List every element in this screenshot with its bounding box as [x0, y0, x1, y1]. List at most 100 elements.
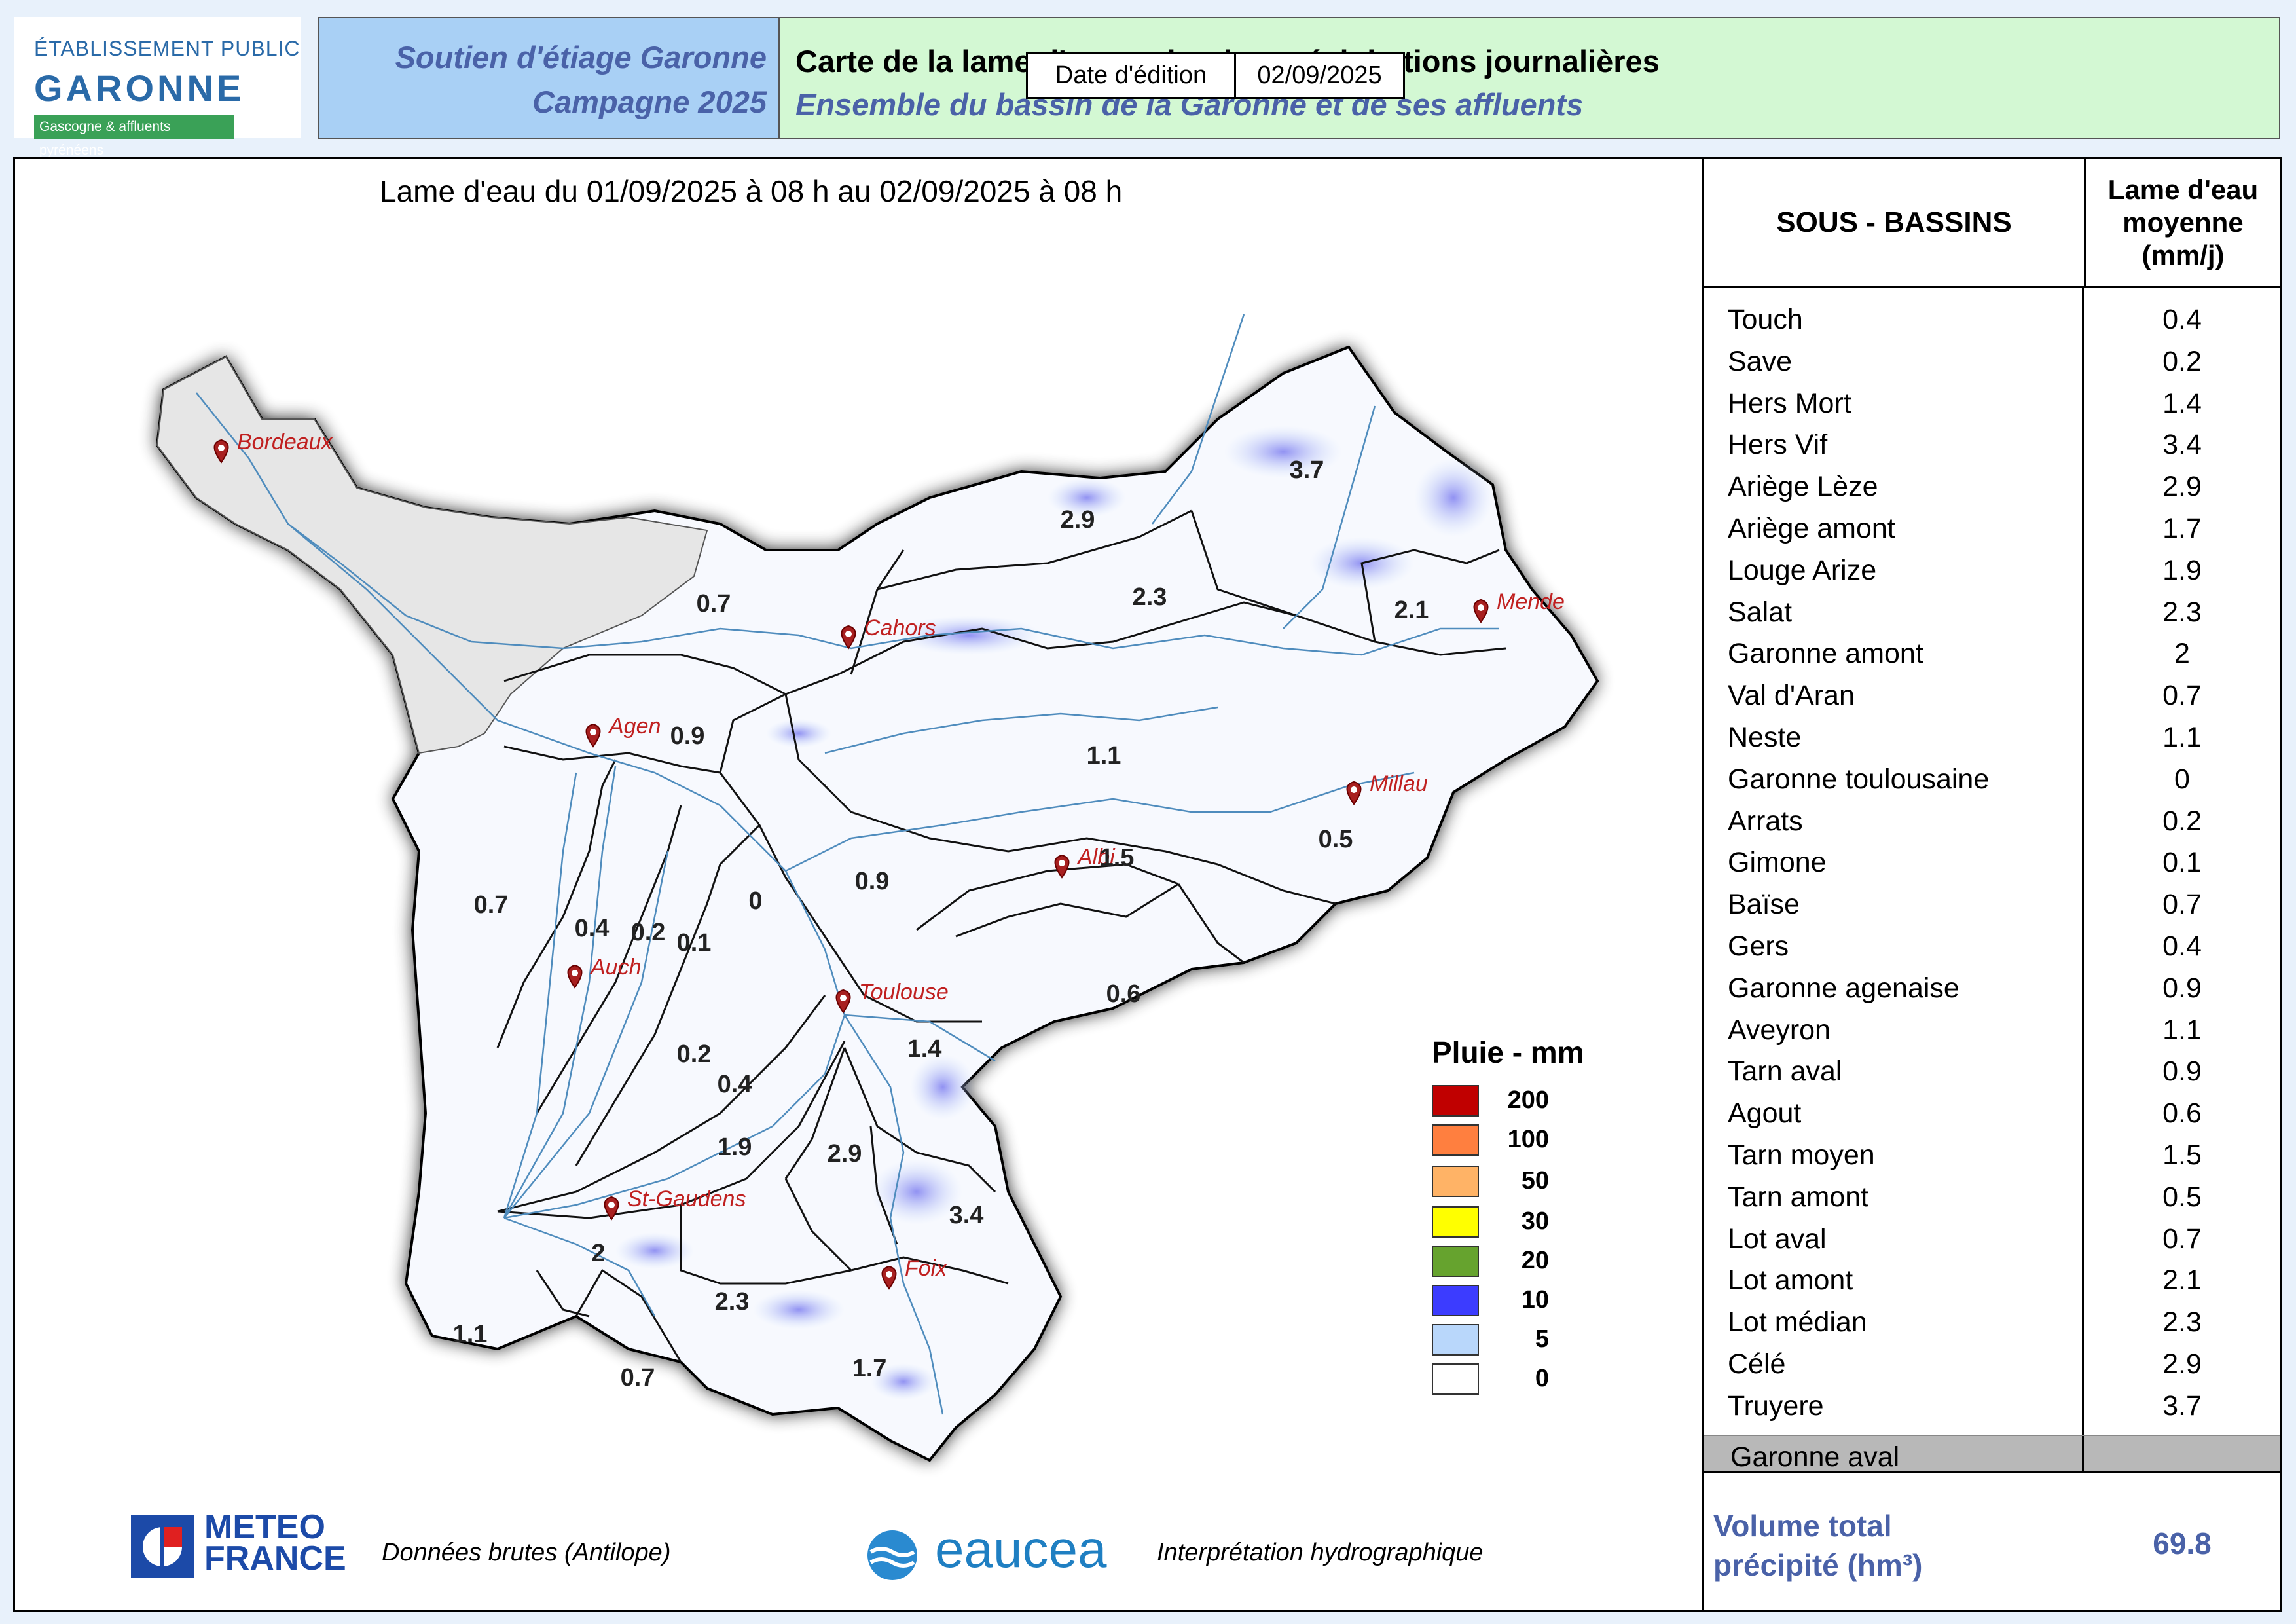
subbasin-name: Garonne toulousaine	[1728, 763, 1990, 795]
legend-swatch	[1432, 1085, 1479, 1116]
legend-label: 50	[1521, 1167, 1549, 1194]
basin-value-label: 3.7	[1290, 456, 1324, 484]
city-marker: Auch	[567, 955, 642, 989]
table-row: Aveyron 1.1	[1704, 1008, 2280, 1050]
table-row: Save 0.2	[1704, 339, 2280, 381]
logo-line2: GARONNE	[34, 67, 245, 109]
map-pin-dot	[886, 1271, 892, 1278]
table-row: Baïse 0.7	[1704, 882, 2280, 924]
table-row: Gimone 0.1	[1704, 840, 2280, 882]
volume-label: Volume total précipité (hm³)	[1713, 1506, 1922, 1585]
legend-swatch	[1432, 1324, 1479, 1356]
basin-value-label: 2.3	[1133, 583, 1167, 611]
subbasin-value: 1.7	[2162, 513, 2202, 544]
subbasin-name: Célé	[1728, 1348, 1786, 1380]
city-label: Agen	[608, 714, 661, 739]
city-label: Millau	[1370, 771, 1428, 796]
volume-label-line2: précipité (hm³)	[1713, 1548, 1923, 1582]
map-pin-dot	[840, 995, 847, 1001]
city-label: Mende	[1497, 589, 1565, 614]
basin-value-label: 0.9	[670, 722, 705, 750]
table-row: Tarn aval 0.9	[1704, 1049, 2280, 1091]
basin-value-label: 2.9	[828, 1140, 862, 1168]
mf-line1: METEO	[204, 1508, 325, 1546]
date-label: Date d'édition	[1028, 54, 1236, 97]
legend-label: 100	[1507, 1126, 1549, 1153]
table-row: Gers 0.4	[1704, 924, 2280, 966]
legend-swatch	[1432, 1124, 1479, 1156]
basin-value-label: 1.7	[852, 1355, 887, 1382]
sub-basin-boundaries	[496, 509, 1506, 1363]
city-label: Cahors	[864, 616, 936, 640]
legend-label: 10	[1521, 1286, 1549, 1314]
basin-value-labels: 3.72.92.3 2.10.70.91.10.51.50.900.70.4 0.2…	[453, 456, 1429, 1392]
legend-label: 30	[1521, 1208, 1549, 1235]
eaucea-logo-icon	[867, 1530, 917, 1580]
subbasin-name: Gimone	[1728, 847, 1827, 879]
basin-value-label: 1.1	[1087, 742, 1121, 769]
table-row: Truyere 3.7	[1704, 1384, 2280, 1426]
legend-label: 200	[1507, 1086, 1549, 1114]
table-row: Garonne toulousaine 0	[1704, 757, 2280, 799]
city-marker: Mende	[1473, 589, 1565, 623]
subbasin-value: 0.9	[2162, 1056, 2202, 1088]
map-pin-dot	[590, 729, 596, 735]
city-marker: Agen	[585, 714, 661, 748]
basin-value-label: 2	[591, 1240, 605, 1267]
table-row: Neste 1.1	[1704, 715, 2280, 757]
legend-label: 5	[1535, 1325, 1549, 1353]
subbasin-name: Gers	[1728, 931, 1789, 962]
table-row: Louge Arize 1.9	[1704, 548, 2280, 590]
table-row: Lot amont 2.1	[1704, 1258, 2280, 1300]
basin-value-label: 1.9	[718, 1134, 752, 1161]
sub-basin-table	[1702, 157, 2282, 1612]
table-row: Tarn moyen 1.5	[1704, 1133, 2280, 1175]
basin-value-label: 1.1	[453, 1321, 488, 1348]
subbasin-value: 3.7	[2162, 1390, 2202, 1422]
city-label: Bordeaux	[237, 430, 333, 454]
subbasin-name: Touch	[1728, 304, 1803, 335]
basin-value-label: 0.1	[677, 929, 712, 957]
table-row: Tarn amont 0.5	[1704, 1175, 2280, 1217]
city-marker: Toulouse	[835, 980, 949, 1014]
subbasin-value: 0.7	[2162, 680, 2202, 712]
subbasin-name: Baïse	[1728, 889, 1800, 921]
table-row-last: Garonne aval	[1704, 1435, 2280, 1473]
volume-value: 69.8	[2153, 1526, 2212, 1560]
subbasin-value: 0.7	[2162, 1223, 2202, 1255]
table-row: Lot médian 2.3	[1704, 1300, 2280, 1342]
subbasin-name: Neste	[1728, 722, 1802, 753]
gironde-area	[156, 356, 708, 754]
subbasin-name: Lot médian	[1728, 1306, 1867, 1338]
subbasin-value: 2.3	[2162, 1306, 2202, 1338]
subbasin-value: 0.6	[2162, 1098, 2202, 1130]
subbasin-name: Truyere	[1728, 1390, 1824, 1422]
table-row: Ariège amont 1.7	[1704, 506, 2280, 548]
table-divider	[2082, 288, 2084, 1435]
basin-value-label: 0.2	[677, 1041, 712, 1068]
city-marker: Albi	[1054, 845, 1116, 879]
map-pin-dot	[1059, 860, 1065, 866]
basin-value-label: 1.5	[1100, 844, 1135, 872]
basin-value-label: 0	[748, 887, 762, 915]
basin-value-label: 1.4	[907, 1035, 942, 1063]
legend-swatch	[1432, 1285, 1479, 1316]
city-marker: Millau	[1346, 771, 1428, 805]
basin-value-label: 3.4	[949, 1202, 984, 1229]
subbasin-value: 1.1	[2162, 722, 2202, 753]
table-row: Ariège Lèze 2.9	[1704, 464, 2280, 506]
map-pin-dot	[572, 970, 578, 976]
meteo-france-logo-icon	[131, 1515, 194, 1578]
subbasin-name: Tarn amont	[1728, 1181, 1869, 1213]
map-pin-dot	[608, 1202, 615, 1208]
subbasin-value: 0.9	[2162, 972, 2202, 1004]
subbasin-value: 1.5	[2162, 1139, 2202, 1171]
campaign-line2: Campagne 2025	[532, 84, 767, 119]
table-row: Lot aval 0.7	[1704, 1217, 2280, 1259]
subbasin-name: Hers Vif	[1728, 429, 1828, 461]
last-row-label: Garonne aval	[1730, 1441, 1900, 1473]
subbasin-name: Agout	[1728, 1098, 1802, 1130]
basin-value-label: 0.4	[718, 1071, 752, 1098]
map-pin-dot	[1478, 604, 1484, 611]
campaign-line1: Soutien d'étiage Garonne	[395, 40, 767, 75]
